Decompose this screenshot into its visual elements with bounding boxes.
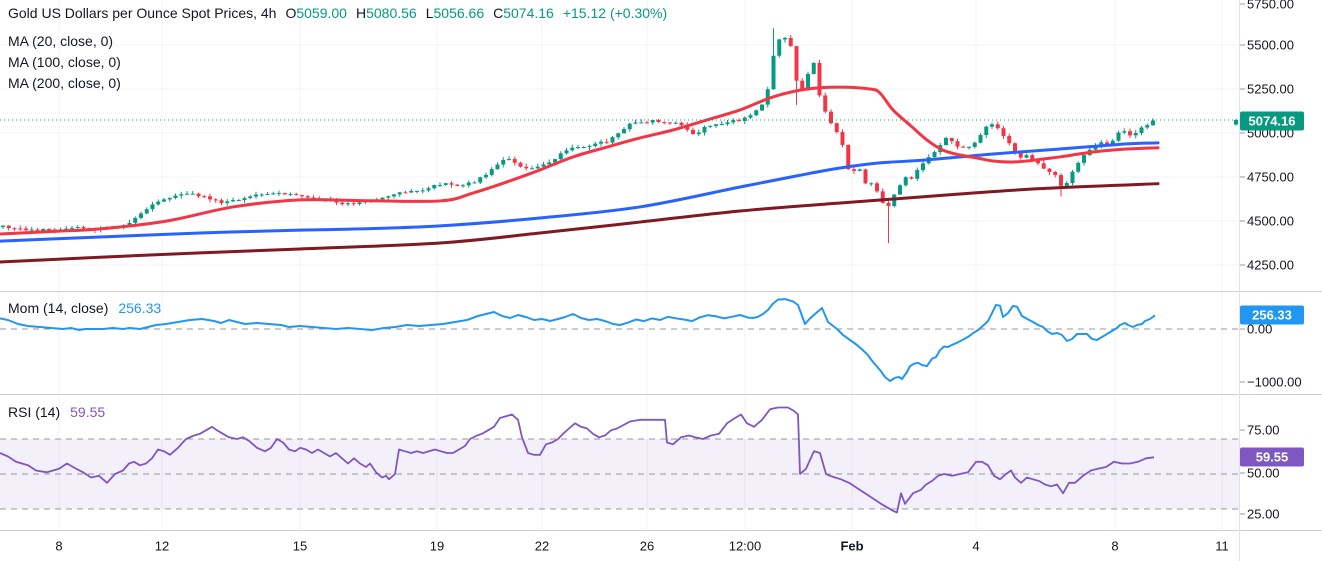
ma20-label: MA (20, close, 0) (8, 33, 114, 49)
time-axis-label: 19 (429, 538, 445, 554)
ma200-legend-row[interactable]: MA (200, close, 0) (8, 75, 121, 91)
ma20-legend-row[interactable]: MA (20, close, 0) (8, 33, 113, 49)
rsi-axis-label: 75.00 (1247, 422, 1280, 438)
price-axis-label: 4750.00 (1247, 169, 1294, 185)
momentum-axis-label: 0.00 (1247, 321, 1273, 337)
momentum-value-badge: 256.33 (1240, 305, 1304, 325)
open-label: O (285, 5, 297, 21)
symbol-title: Gold US Dollars per Ounce Spot Prices, 4… (8, 5, 277, 21)
open-value: 5059.00 (296, 5, 347, 21)
momentum-label: Mom (14, close) (8, 300, 109, 316)
time-axis-label: 12:00 (728, 538, 762, 554)
change-value: +15.12 (+0.30%) (562, 5, 668, 21)
time-axis-label: 8 (1111, 538, 1119, 554)
momentum-axis-label: −1000.00 (1247, 374, 1302, 390)
time-axis-label: Feb (840, 538, 864, 554)
rsi-label: RSI (14) (8, 404, 61, 420)
symbol-legend-row[interactable]: Gold US Dollars per Ounce Spot Prices, 4… (8, 5, 667, 21)
rsi-legend-row[interactable]: RSI (14) 59.55 (8, 404, 105, 420)
low-label: L (425, 5, 434, 21)
rsi-value-badge: 59.55 (1240, 447, 1304, 467)
close-label: C (493, 5, 504, 21)
last-price-badge: 5074.16 (1240, 111, 1304, 131)
time-axis-label: 8 (55, 538, 63, 554)
price-axis-label: 5750.00 (1247, 0, 1294, 12)
momentum-legend-row[interactable]: Mom (14, close) 256.33 (8, 300, 161, 316)
rsi-axis-label: 25.00 (1247, 506, 1280, 522)
high-label: H (355, 5, 367, 21)
ma200-label: MA (200, close, 0) (8, 75, 121, 91)
price-axis-label: 4500.00 (1247, 213, 1294, 229)
high-value: 5080.56 (366, 5, 417, 21)
price-axis-label: 4250.00 (1247, 257, 1294, 273)
time-axis-label: 22 (534, 538, 550, 554)
ma100-label: MA (100, close, 0) (8, 54, 121, 70)
price-axis-label: 5250.00 (1247, 81, 1294, 97)
low-value: 5056.66 (433, 5, 485, 21)
momentum-value: 256.33 (118, 300, 162, 316)
price-axis-label: 5500.00 (1247, 37, 1294, 53)
time-axis-label: 11 (1215, 538, 1229, 554)
time-axis-label: 15 (292, 538, 308, 554)
close-value: 5074.16 (503, 5, 554, 21)
rsi-axis-label: 50.00 (1247, 465, 1280, 481)
time-axis-label: 4 (972, 538, 980, 554)
ma100-legend-row[interactable]: MA (100, close, 0) (8, 54, 121, 70)
rsi-value: 59.55 (70, 404, 106, 420)
time-axis-label: 12 (154, 538, 170, 554)
time-axis-label: 26 (639, 538, 655, 554)
